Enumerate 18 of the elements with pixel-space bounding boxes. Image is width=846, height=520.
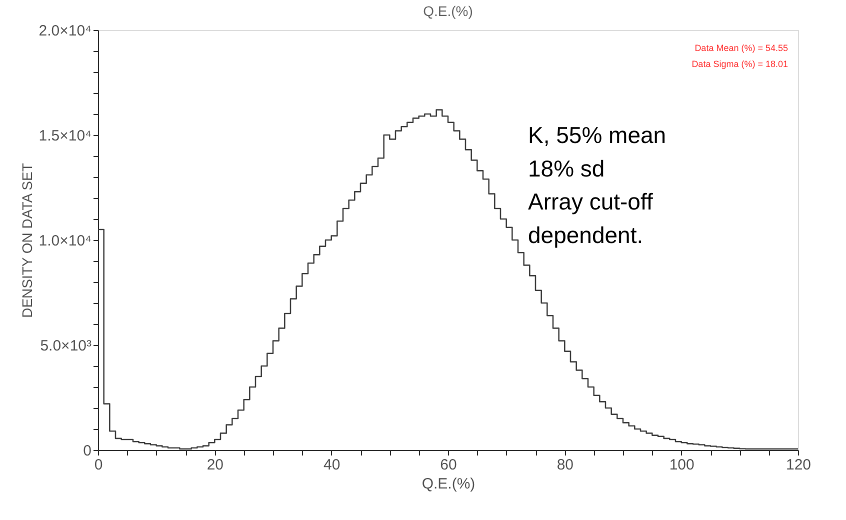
- y-tick-label: 1.5×10⁴: [38, 128, 92, 144]
- x-tick-label: 40: [323, 456, 340, 474]
- annotation: K, 55% mean 18% sd Array cut-off dependent.: [528, 122, 666, 248]
- y-tick-label: 5.0×10³: [40, 338, 92, 354]
- x-tick-label: 0: [94, 456, 103, 474]
- y-tick-label: 2.0×10⁴: [38, 22, 92, 40]
- y-tick-label: 0: [83, 442, 92, 460]
- annotation: Data Sigma (%) = 18.01: [692, 59, 788, 69]
- x-axis-title: Q.E.(%): [422, 476, 476, 492]
- y-tick-label: 1.0×10⁴: [38, 232, 92, 250]
- y-axis-title: DENSITY ON DATA SET: [18, 162, 35, 318]
- x-tick-label: 100: [669, 456, 694, 474]
- chart-title: Q.E.(%): [423, 3, 473, 19]
- x-tick-label: 120: [786, 456, 812, 474]
- x-tick-label: 20: [206, 456, 224, 474]
- x-tick-label: 60: [440, 456, 457, 474]
- annotation: Data Mean (%) = 54.55: [694, 43, 788, 53]
- x-tick-label: 80: [556, 456, 574, 474]
